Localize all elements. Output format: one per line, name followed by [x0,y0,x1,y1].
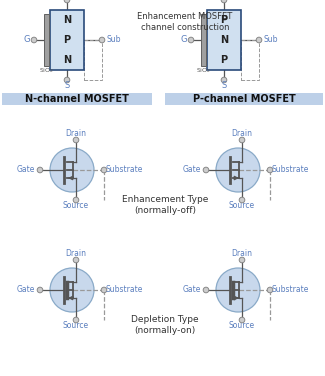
Bar [2,93,152,105]
Text: Source: Source [63,321,89,331]
Text: Gate: Gate [17,285,35,294]
Text: N: N [63,55,71,65]
Circle shape [188,37,194,43]
Text: N-channel MOSFET: N-channel MOSFET [25,94,129,104]
Text: G: G [181,35,187,44]
Circle shape [203,167,209,173]
Circle shape [101,167,107,173]
Text: Substrate: Substrate [105,285,143,294]
Bar [207,10,241,70]
Circle shape [239,197,245,203]
Bar [241,40,259,80]
Text: Substrate: Substrate [271,165,309,174]
Text: Enhancement MOSFET
channel construction: Enhancement MOSFET channel construction [137,12,233,32]
Text: Gate: Gate [183,165,201,174]
Text: S: S [221,82,227,91]
Circle shape [239,257,245,263]
Circle shape [216,268,260,312]
Circle shape [73,257,79,263]
Bar [44,14,49,66]
Text: P: P [220,15,228,25]
Text: Drain: Drain [66,250,86,259]
Circle shape [64,0,70,3]
Text: Sub: Sub [107,35,121,44]
Circle shape [73,197,79,203]
Text: P: P [220,55,228,65]
Circle shape [221,0,227,3]
Text: Drain: Drain [66,129,86,138]
Text: SiO$_2$: SiO$_2$ [39,67,54,76]
Bar [84,40,102,80]
Text: N: N [63,15,71,25]
Circle shape [221,77,227,83]
Circle shape [31,37,37,43]
Text: Gate: Gate [183,285,201,294]
Circle shape [99,37,105,43]
Text: Source: Source [63,202,89,211]
Text: Drain: Drain [231,250,253,259]
Text: P-channel MOSFET: P-channel MOSFET [193,94,295,104]
Text: Enhancement Type
(normally-off): Enhancement Type (normally-off) [122,195,208,215]
Circle shape [73,317,79,323]
Circle shape [64,77,70,83]
Text: N: N [220,35,228,45]
Bar [165,93,323,105]
Circle shape [267,167,273,173]
Text: Substrate: Substrate [105,165,143,174]
Circle shape [37,287,43,293]
Circle shape [37,167,43,173]
Text: Gate: Gate [17,165,35,174]
Circle shape [239,317,245,323]
Circle shape [50,148,94,192]
Text: Source: Source [229,321,255,331]
Circle shape [203,287,209,293]
Text: Source: Source [229,202,255,211]
Circle shape [216,148,260,192]
Text: SiO$_2$: SiO$_2$ [196,67,211,76]
Text: Drain: Drain [231,129,253,138]
Bar [201,14,206,66]
Circle shape [101,287,107,293]
Circle shape [239,137,245,143]
Circle shape [267,287,273,293]
Text: G: G [24,35,30,44]
Text: Sub: Sub [264,35,278,44]
Text: P: P [63,35,71,45]
Bar [50,10,84,70]
Circle shape [256,37,262,43]
Text: Substrate: Substrate [271,285,309,294]
Text: S: S [64,82,70,91]
Text: Depletion Type
(normally-on): Depletion Type (normally-on) [131,315,199,335]
Circle shape [73,137,79,143]
Circle shape [50,268,94,312]
